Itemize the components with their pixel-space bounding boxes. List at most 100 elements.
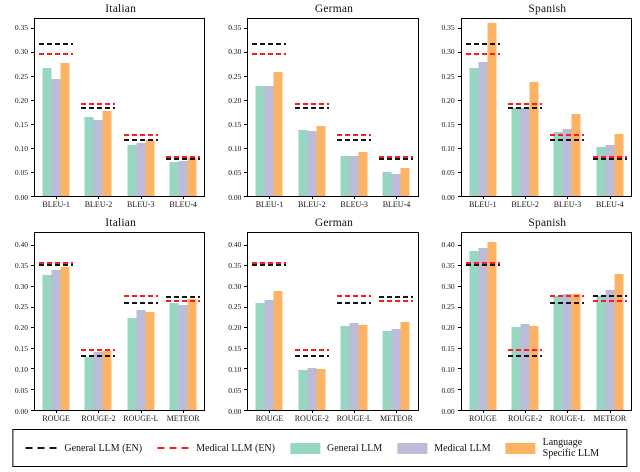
category-group-rouge: ROUGE bbox=[462, 233, 504, 423]
refline-medical_llm_en bbox=[252, 262, 287, 265]
x-tick-label: ROUGE bbox=[42, 414, 70, 423]
refline-general_llm_en bbox=[465, 42, 500, 45]
x-tick-label: ROUGE bbox=[255, 414, 284, 423]
x-tick-label: BLEU-4 bbox=[169, 200, 197, 209]
y-tick-label: 0.35 bbox=[14, 22, 28, 32]
y-tick-label: 0.25 bbox=[228, 302, 242, 312]
y-tick-label: 0.10 bbox=[228, 364, 242, 374]
y-tick-label: 0.05 bbox=[441, 385, 455, 395]
bar-general_llm bbox=[553, 295, 563, 410]
x-tick-label: BLEU-1 bbox=[255, 200, 284, 209]
y-axis: 0.00 0.05 0.10 0.15 0.20 0.25 0.30 0.35 bbox=[4, 18, 34, 200]
refline-general_llm_en bbox=[508, 354, 543, 357]
y-tick-mark bbox=[244, 171, 249, 173]
y-tick-mark bbox=[31, 195, 35, 197]
x-tick-mark bbox=[525, 196, 527, 199]
x-tick-mark bbox=[183, 410, 185, 413]
category-group-bleu-4: BLEU-4 bbox=[375, 19, 417, 209]
refline-medical_llm_en bbox=[123, 295, 158, 298]
category-group-rouge: ROUGE bbox=[248, 233, 290, 423]
refline-general_llm_en bbox=[252, 42, 287, 45]
refline-medical_llm_en bbox=[39, 53, 74, 56]
category-group-bleu-3: BLEU-3 bbox=[333, 19, 375, 209]
y-tick-label: 0.35 bbox=[228, 22, 242, 32]
subplot-title: German bbox=[314, 217, 354, 229]
bar-medical_llm bbox=[51, 269, 61, 410]
refline-medical_llm_en bbox=[39, 261, 74, 264]
bar-medical_llm bbox=[391, 173, 401, 196]
bar-general_llm bbox=[255, 86, 265, 196]
x-tick-label: BLEU-2 bbox=[84, 200, 113, 209]
y-tick-label: 0.40 bbox=[14, 239, 28, 249]
refline-general_llm_en bbox=[39, 263, 74, 266]
y-tick-mark bbox=[244, 28, 249, 30]
y-tick-mark bbox=[244, 327, 249, 329]
y-tick-label: 0.30 bbox=[228, 281, 242, 291]
x-tick-mark bbox=[567, 196, 569, 199]
y-tick-mark bbox=[457, 28, 462, 30]
legend: General LLM (EN) Medical LLM (EN) General … bbox=[12, 429, 628, 467]
y-tick-label: 0.40 bbox=[228, 239, 242, 249]
legend-label: Language Specific LLM bbox=[542, 437, 600, 459]
bar-general_llm bbox=[340, 326, 350, 410]
bar-general_llm bbox=[469, 68, 479, 196]
y-tick-label: 0.35 bbox=[228, 260, 242, 270]
bar-language_specific_llm bbox=[529, 81, 539, 196]
y-tick-label: 0.20 bbox=[441, 95, 455, 105]
bar-group bbox=[553, 233, 581, 410]
y-tick-label: 0.20 bbox=[14, 323, 28, 332]
x-tick-mark bbox=[98, 196, 100, 199]
y-tick-label: 0.00 bbox=[441, 192, 455, 202]
category-group-rouge-l: ROUGE-L bbox=[120, 233, 162, 423]
refline-general_llm_en bbox=[252, 264, 287, 267]
bar-language_specific_llm bbox=[487, 23, 497, 196]
y-tick-label: 0.15 bbox=[441, 343, 455, 353]
y-tick-mark bbox=[244, 265, 249, 267]
category-group-rouge-2: ROUGE-2 bbox=[77, 233, 119, 423]
bar-general_llm bbox=[596, 295, 606, 410]
subplot-title: Italian bbox=[105, 217, 137, 229]
bar-language_specific_llm bbox=[571, 113, 581, 196]
bar-language_specific_llm bbox=[487, 242, 497, 410]
y-tick-mark bbox=[244, 75, 249, 77]
refline-medical_llm_en bbox=[465, 53, 500, 56]
refline-general_llm_en bbox=[123, 302, 158, 305]
bar-general_llm bbox=[169, 303, 179, 410]
bar-language_specific_llm bbox=[273, 72, 283, 196]
category-group-meteor: METEOR bbox=[589, 233, 631, 423]
plot-area: ROUGE ROUGE-2 ROUGE-L METEOR bbox=[457, 232, 632, 423]
y-tick-mark bbox=[31, 52, 35, 53]
bar-medical_llm bbox=[178, 160, 188, 196]
y-tick-label: 0.35 bbox=[441, 22, 455, 32]
bar-language_specific_llm bbox=[316, 126, 326, 196]
bar-group bbox=[596, 19, 624, 196]
y-tick-label: 0.30 bbox=[228, 47, 242, 57]
y-tick-label: 0.00 bbox=[441, 406, 455, 416]
category-group-rouge: ROUGE bbox=[35, 233, 77, 423]
legend-patch-sample bbox=[397, 442, 428, 454]
x-tick-mark bbox=[482, 196, 484, 199]
y-tick-mark bbox=[31, 265, 35, 267]
bar-medical_llm bbox=[307, 131, 317, 196]
bar-general_llm bbox=[127, 317, 137, 410]
x-tick-label: BLEU-4 bbox=[382, 200, 411, 209]
x-tick-mark bbox=[98, 410, 100, 413]
y-tick-mark bbox=[457, 147, 462, 149]
subplot-german-bleu: German 0.00 0.05 0.10 0.15 0.20 0.25 0.30 0.35 BL… bbox=[213, 0, 426, 214]
bar-medical_llm bbox=[264, 85, 274, 196]
bar-group bbox=[169, 233, 197, 410]
bar-group bbox=[298, 233, 326, 410]
y-tick-mark bbox=[244, 388, 249, 390]
y-tick-label: 0.05 bbox=[228, 168, 242, 178]
y-tick-mark bbox=[457, 195, 462, 197]
y-tick-mark bbox=[457, 327, 462, 329]
plot-body: 0.00 0.05 0.10 0.15 0.20 0.25 0.30 0.35 0.40 ROUG… bbox=[217, 232, 419, 423]
refline-general_llm_en bbox=[39, 42, 74, 45]
bar-general_llm bbox=[382, 172, 392, 196]
y-tick-mark bbox=[457, 368, 462, 370]
y-tick-mark bbox=[457, 409, 462, 411]
refline-general_llm_en bbox=[294, 354, 329, 357]
refline-general_llm_en bbox=[81, 354, 116, 357]
bar-medical_llm bbox=[264, 299, 274, 410]
y-tick-label: 0.30 bbox=[441, 281, 455, 291]
